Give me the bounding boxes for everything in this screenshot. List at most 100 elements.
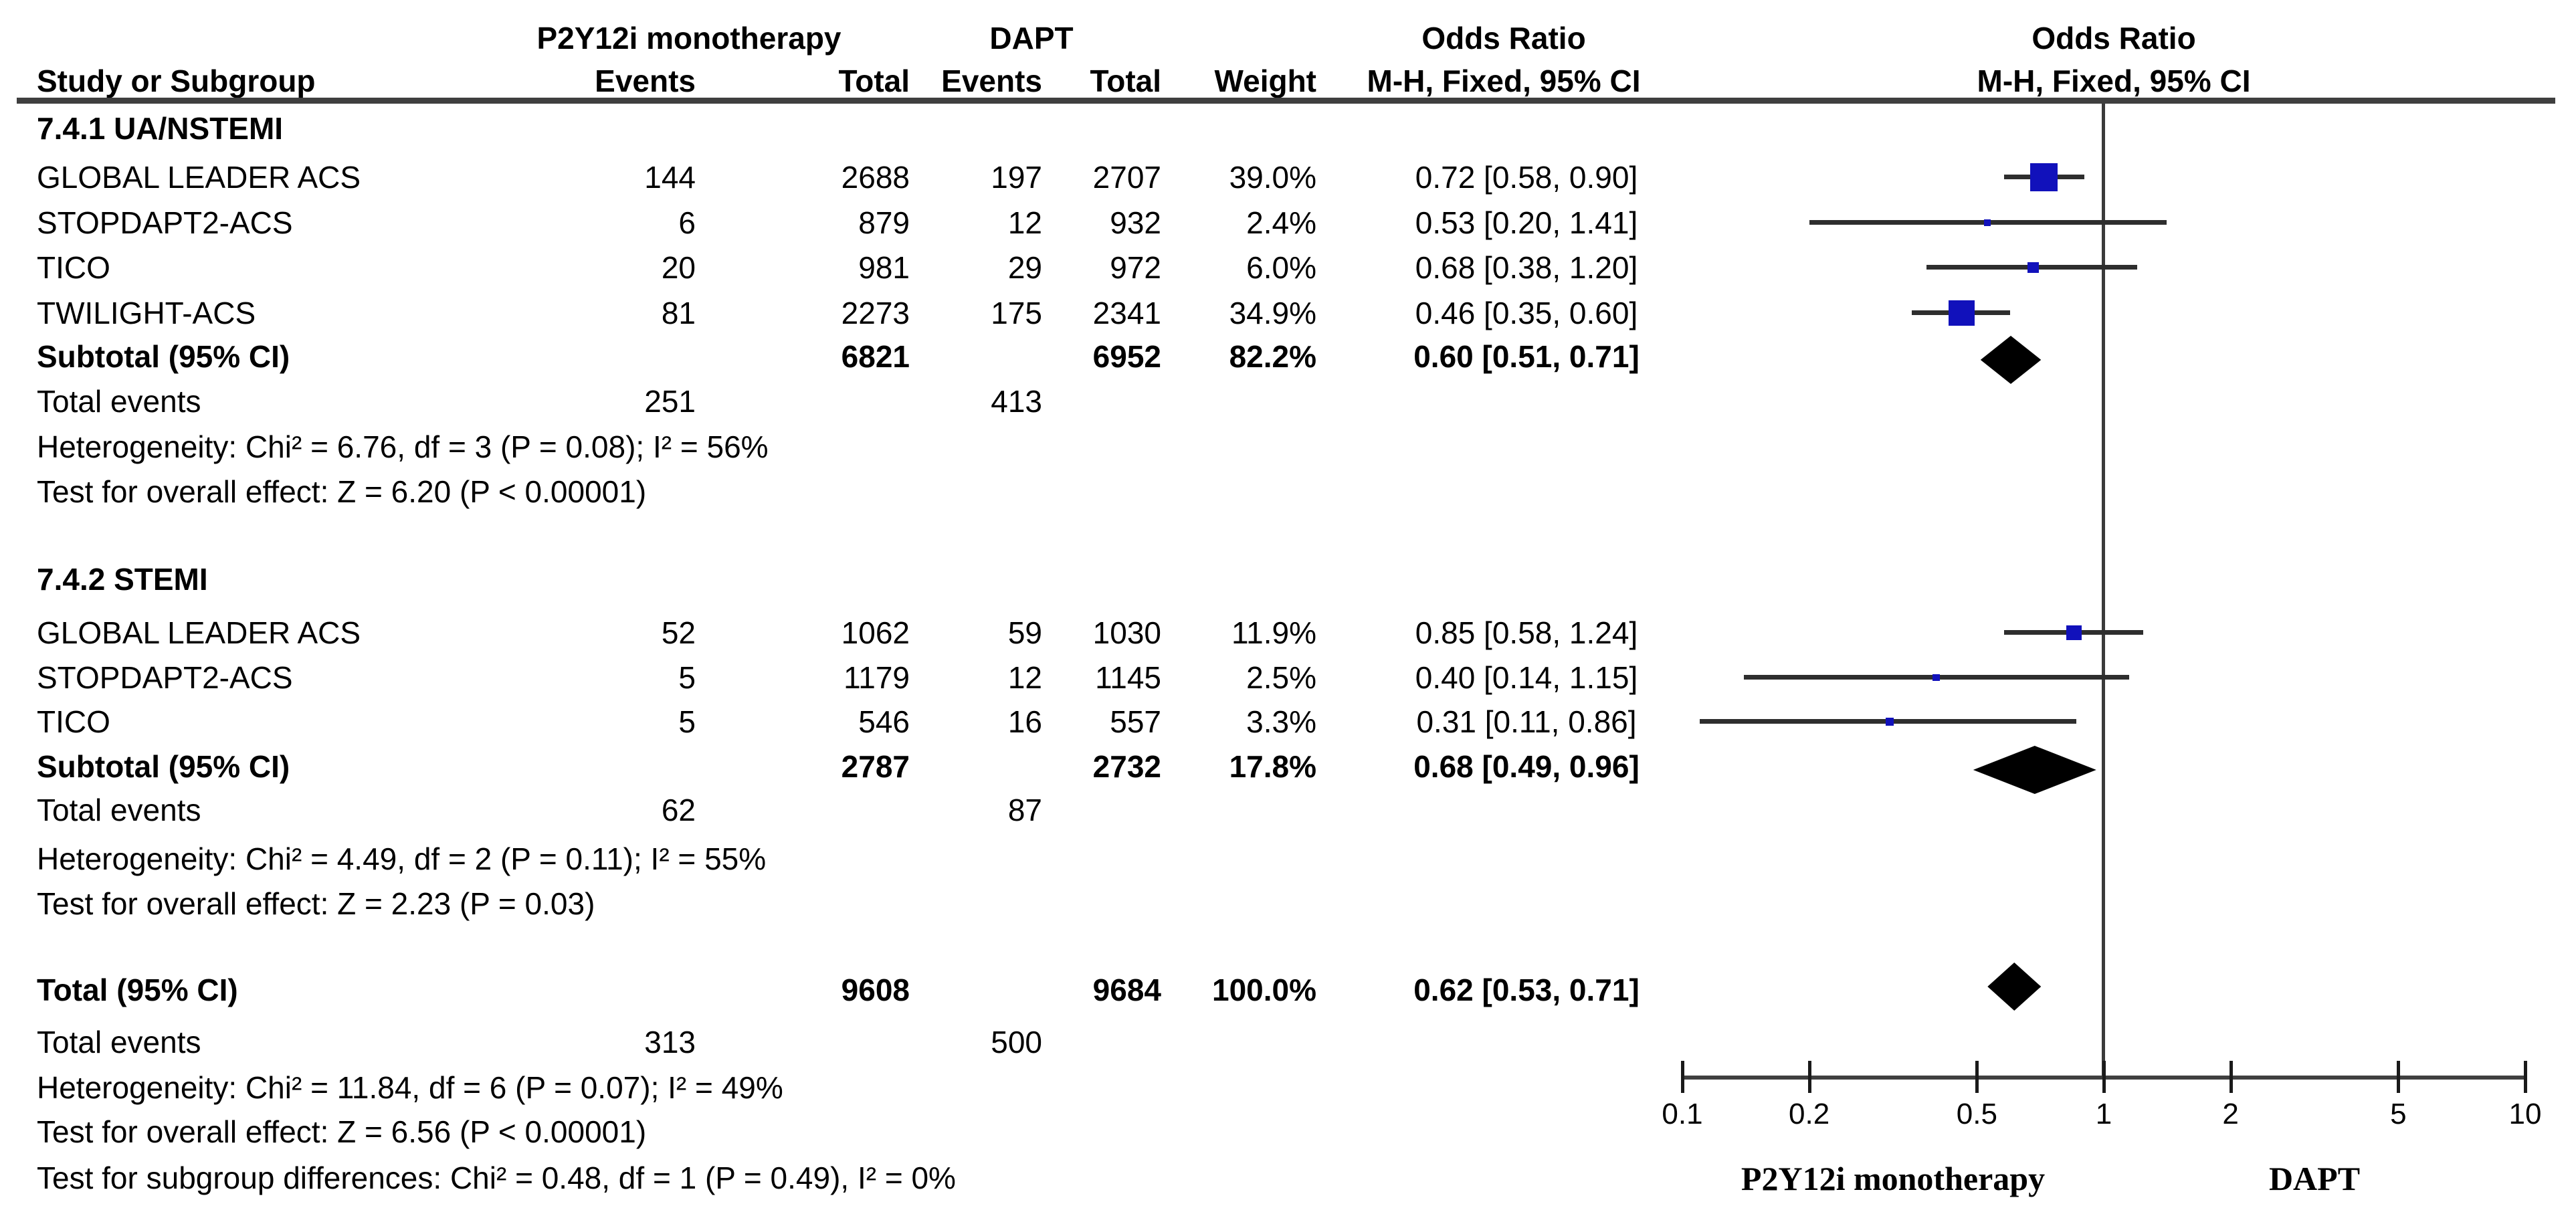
overall-effect-line: Test for overall effect: Z = 2.23 (P = 0… <box>37 886 595 921</box>
total-events-dapt: 413 <box>991 384 1042 419</box>
subtotal-or-ci: 0.68 [0.49, 0.96] <box>1413 749 1640 784</box>
subtotal-weight: 82.2% <box>1229 339 1316 374</box>
axis-tick <box>2524 1061 2527 1093</box>
events-mono-cell: 20 <box>661 250 696 285</box>
total-events-dapt: 500 <box>991 1025 1042 1059</box>
events-mono-cell: 81 <box>661 296 696 330</box>
events-dapt-cell: 197 <box>991 160 1042 195</box>
events-mono-cell: 5 <box>678 660 696 695</box>
overall-effect-line: Test for overall effect: Z = 6.56 (P < 0… <box>37 1114 647 1149</box>
column-header-events-dapt: Events <box>941 64 1042 98</box>
header-separator-line <box>17 98 2555 104</box>
grand-total-weight: 100.0% <box>1211 973 1316 1007</box>
total-mono-cell: 546 <box>858 704 910 739</box>
subtotal-label: Subtotal (95% CI) <box>37 339 290 374</box>
overall-effect-line: Test for overall effect: Z = 6.20 (P < 0… <box>37 474 647 509</box>
effect-point-square <box>1984 219 1991 227</box>
total-dapt-cell: 1145 <box>1095 660 1161 695</box>
or-ci-cell: 0.46 [0.35, 0.60] <box>1415 296 1638 330</box>
total-events-mono: 251 <box>644 384 696 419</box>
effect-point-square <box>1949 300 1975 326</box>
weight-cell: 2.4% <box>1246 205 1316 240</box>
axis-tick-label: 2 <box>2222 1098 2239 1130</box>
subgroup-heading: 7.4.1 UA/NSTEMI <box>37 111 284 146</box>
weight-cell: 2.5% <box>1246 660 1316 695</box>
effect-point-square <box>1885 718 1894 726</box>
subtotal-total-mono: 6821 <box>841 339 910 374</box>
null-effect-line <box>2102 104 2105 1078</box>
events-mono-cell: 5 <box>678 704 696 739</box>
subgroup-heading: 7.4.2 STEMI <box>37 562 208 597</box>
axis-tick-label: 0.2 <box>1789 1098 1830 1130</box>
study-label: STOPDAPT2-ACS <box>37 660 293 695</box>
column-header-total-dapt: Total <box>1090 64 1161 98</box>
axis-tick-label: 10 <box>2508 1098 2542 1130</box>
axis-caption-right: DAPT <box>2268 1160 2361 1197</box>
weight-cell: 11.9% <box>1231 615 1316 650</box>
total-dapt-cell: 2341 <box>1092 296 1161 330</box>
pooled-diamond <box>1980 336 2042 384</box>
pooled-diamond <box>1987 963 2042 1011</box>
grand-total-or-ci: 0.62 [0.53, 0.71] <box>1413 973 1640 1007</box>
column-group-header-dapt: DAPT <box>989 21 1074 56</box>
column-group-header-monotherapy: P2Y12i monotherapy <box>536 21 841 56</box>
events-dapt-cell: 16 <box>1007 704 1042 739</box>
subtotal-total-mono: 2787 <box>841 749 910 784</box>
weight-cell: 34.9% <box>1229 296 1316 330</box>
axis-tick <box>1807 1061 1811 1093</box>
total-events-mono: 313 <box>644 1025 696 1059</box>
total-dapt-cell: 557 <box>1110 704 1161 739</box>
total-mono-cell: 879 <box>858 205 910 240</box>
axis-tick-label: 5 <box>2390 1098 2407 1130</box>
total-mono-cell: 2688 <box>841 160 910 195</box>
or-ci-cell: 0.72 [0.58, 0.90] <box>1415 160 1638 195</box>
total-dapt-cell: 932 <box>1110 205 1161 240</box>
study-label: STOPDAPT2-ACS <box>37 205 293 240</box>
column-header-odds-ratio-text: Odds Ratio <box>1421 21 1586 56</box>
column-header-odds-ratio-plot: Odds Ratio <box>2032 21 2196 56</box>
events-dapt-cell: 12 <box>1007 660 1042 695</box>
column-header-total-mono: Total <box>838 64 910 98</box>
grand-total-mono: 9608 <box>841 973 910 1007</box>
weight-cell: 6.0% <box>1246 250 1316 285</box>
subtotal-or-ci: 0.60 [0.51, 0.71] <box>1413 339 1640 374</box>
events-dapt-cell: 12 <box>1007 205 1042 240</box>
or-ci-cell: 0.85 [0.58, 1.24] <box>1415 615 1638 650</box>
effect-point-square <box>2027 262 2039 274</box>
study-label: GLOBAL LEADER ACS <box>37 160 361 195</box>
weight-cell: 39.0% <box>1229 160 1316 195</box>
axis-tick-label: 1 <box>2095 1098 2112 1130</box>
or-ci-cell: 0.40 [0.14, 1.15] <box>1415 660 1638 695</box>
total-events-label: Total events <box>37 793 201 827</box>
total-dapt-cell: 2707 <box>1092 160 1161 195</box>
column-header-method-plot: M-H, Fixed, 95% CI <box>1977 64 2251 98</box>
axis-tick <box>2229 1061 2233 1093</box>
axis-caption-left: P2Y12i monotherapy <box>1741 1160 2046 1197</box>
column-header-method-text: M-H, Fixed, 95% CI <box>1367 64 1641 98</box>
axis-tick <box>2102 1061 2106 1093</box>
grand-total-dapt: 9684 <box>1092 973 1161 1007</box>
axis-tick-label: 0.1 <box>1662 1098 1703 1130</box>
events-dapt-cell: 59 <box>1007 615 1042 650</box>
total-label: Total (95% CI) <box>37 973 238 1007</box>
column-header-events-mono: Events <box>595 64 696 98</box>
total-mono-cell: 981 <box>858 250 910 285</box>
total-mono-cell: 1179 <box>844 660 910 695</box>
total-events-label: Total events <box>37 384 201 419</box>
subgroup-differences-line: Test for subgroup differences: Chi² = 0.… <box>37 1160 956 1195</box>
subtotal-total-dapt: 2732 <box>1092 749 1161 784</box>
events-dapt-cell: 29 <box>1007 250 1042 285</box>
pooled-diamond <box>1973 746 2096 794</box>
axis-tick <box>2397 1061 2401 1093</box>
axis-tick <box>1681 1061 1684 1093</box>
study-label: GLOBAL LEADER ACS <box>37 615 361 650</box>
study-label: TICO <box>37 704 110 739</box>
effect-point-square <box>2066 625 2082 641</box>
total-dapt-cell: 1030 <box>1092 615 1161 650</box>
total-events-mono: 62 <box>661 793 696 827</box>
axis-tick-label: 0.5 <box>1956 1098 1997 1130</box>
events-mono-cell: 52 <box>661 615 696 650</box>
total-events-dapt: 87 <box>1007 793 1042 827</box>
or-ci-cell: 0.31 [0.11, 0.86] <box>1416 704 1637 739</box>
